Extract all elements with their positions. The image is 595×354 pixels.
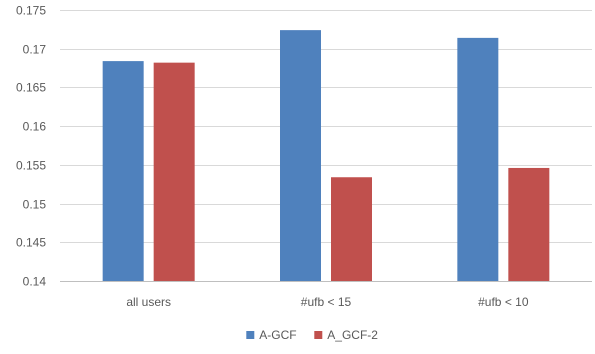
x-category-label: all users: [126, 295, 171, 309]
legend: A-GCF A_GCF-2: [246, 328, 378, 342]
bar-a-gcf-1: [102, 61, 144, 281]
legend-label-a-gcf: A-GCF: [259, 328, 296, 342]
x-category-label: #ufb < 15: [301, 295, 352, 309]
y-axis-tick-labels: 0.14 0.145 0.15 0.155 0.16 0.165 0.17 0.175: [16, 4, 46, 289]
bar-a-gcf-3: [457, 37, 499, 282]
x-category-label: #ufb < 10: [478, 295, 529, 309]
bar-a-gcf-2-3: [508, 167, 550, 281]
y-tick-label: 0.145: [16, 236, 46, 250]
y-tick-label: 0.17: [23, 43, 47, 57]
x-axis-category-labels: all users #ufb < 15 #ufb < 10: [126, 295, 529, 309]
bar-a-gcf-2-1: [153, 62, 195, 281]
bar-a-gcf-2: [280, 30, 321, 282]
y-tick-label: 0.155: [16, 159, 46, 173]
y-tick-label: 0.175: [16, 4, 46, 18]
legend-label-a-gcf-2: A_GCF-2: [327, 328, 378, 342]
y-tick-label: 0.15: [23, 198, 47, 212]
bar-a-gcf-2-2: [331, 177, 372, 281]
legend-swatch-a-gcf-2: [314, 331, 323, 339]
y-tick-label: 0.14: [23, 275, 47, 289]
y-tick-label: 0.16: [23, 120, 47, 134]
legend-swatch-a-gcf: [246, 331, 255, 339]
bars: [102, 30, 550, 282]
gridlines: [60, 10, 592, 282]
y-tick-label: 0.165: [16, 81, 46, 95]
